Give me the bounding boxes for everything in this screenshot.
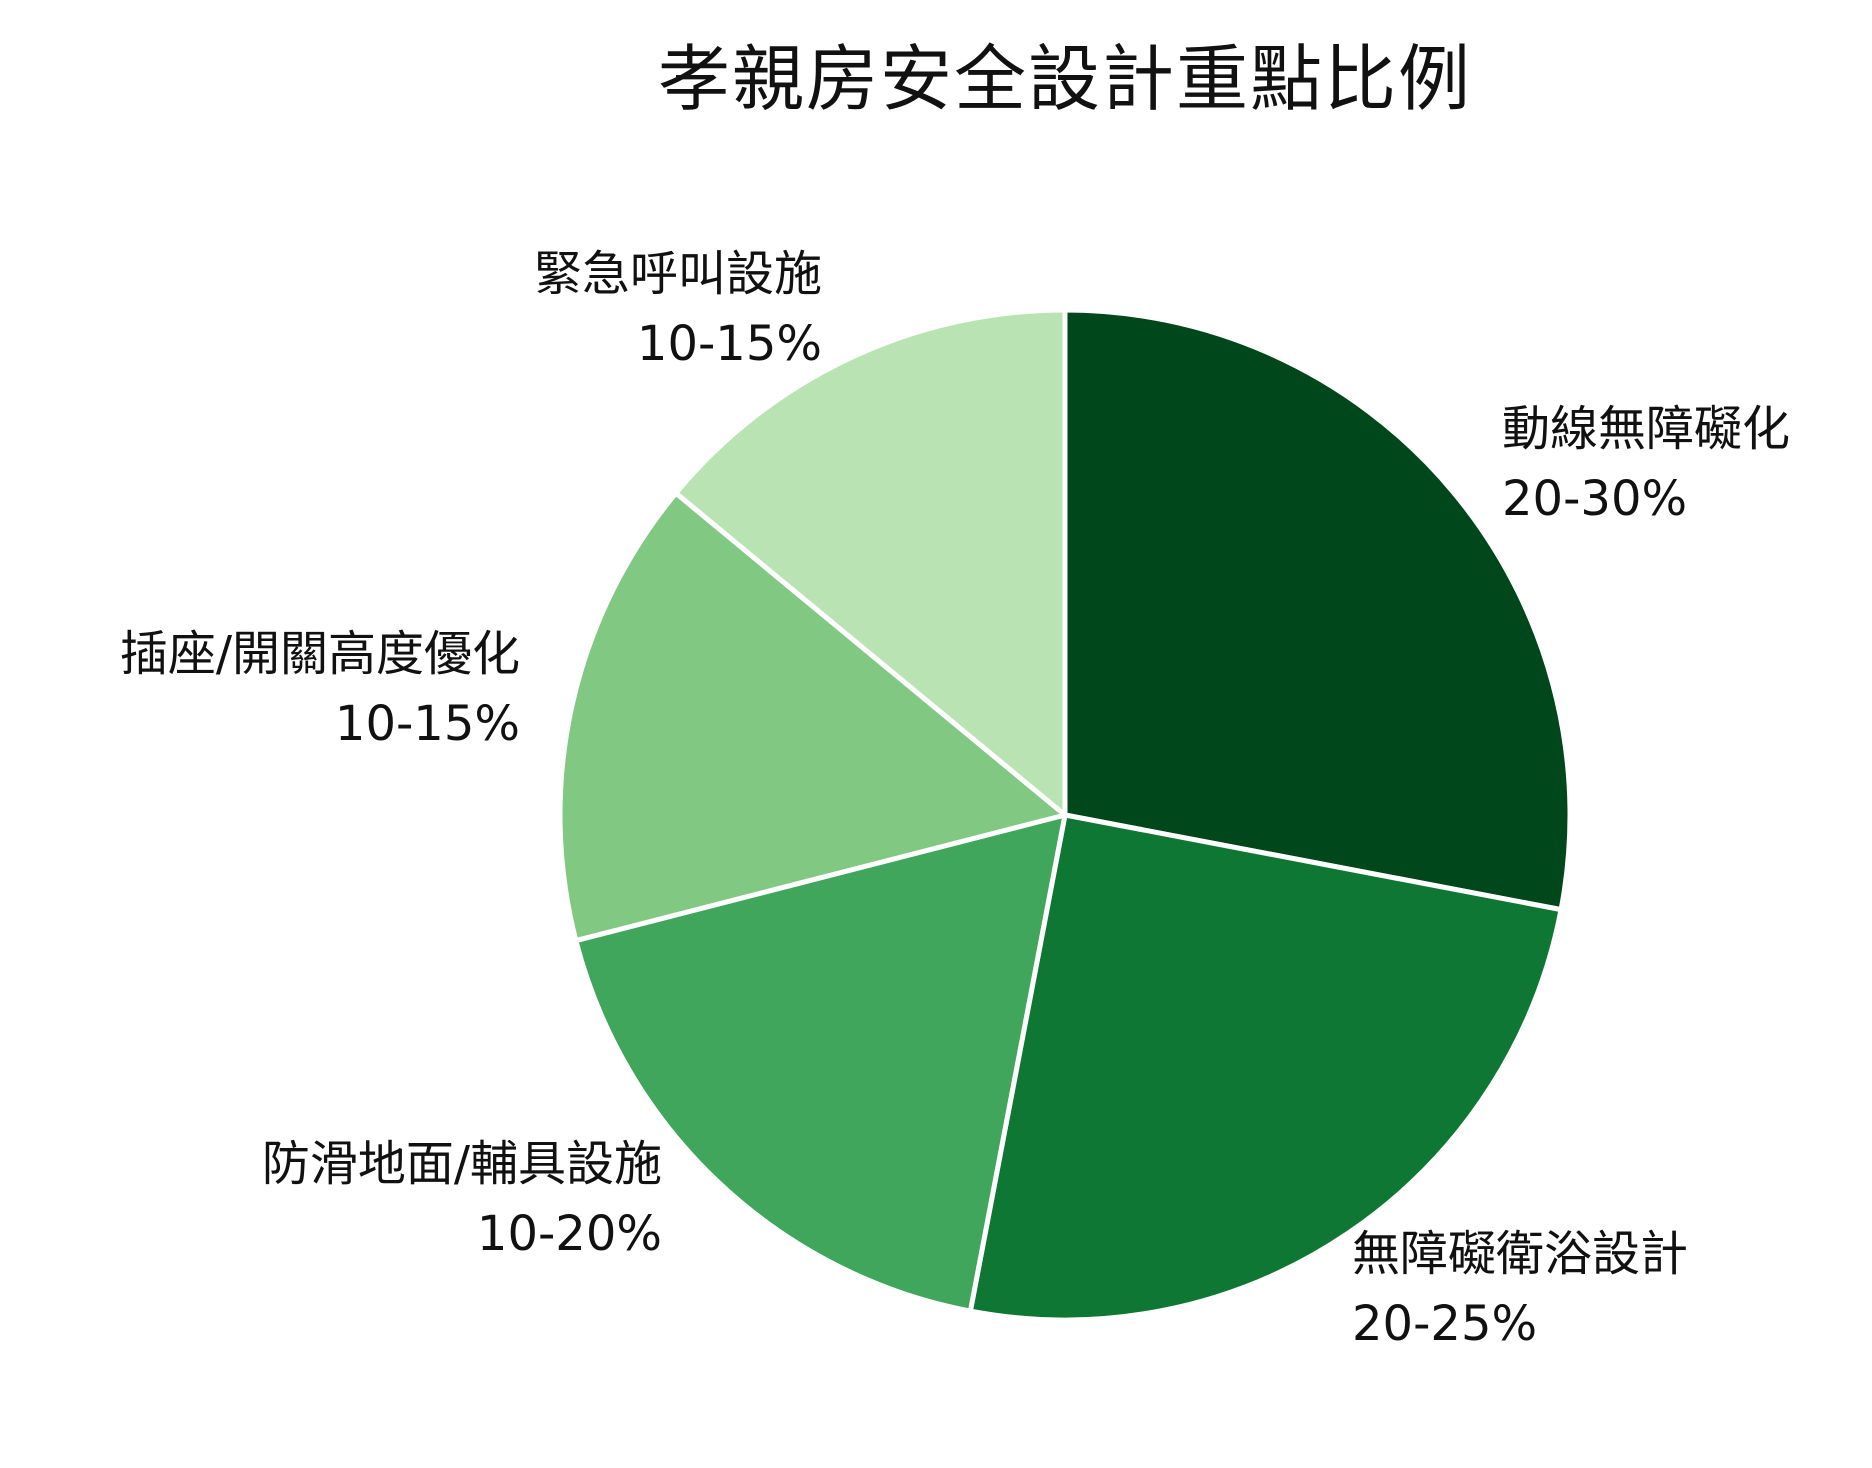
slice-label-range-4: 10-15% (335, 696, 520, 752)
slice-label-range-2: 20-25% (1352, 1296, 1537, 1352)
pie-slices (557, 307, 1573, 1323)
slice-label-name-4: 插座/開關高度優化 (120, 626, 520, 682)
slice-label-name-2: 無障礙衛浴設計 (1352, 1226, 1688, 1282)
chart-title: 孝親房安全設計重點比例 (657, 37, 1472, 121)
pie-slice-5 (673, 307, 1068, 818)
pie-slice-4 (557, 490, 1068, 944)
slice-label-name-3: 防滑地面/輔具設施 (262, 1136, 662, 1192)
pie-slice-3 (573, 812, 1068, 1314)
slice-label-range-3: 10-20% (477, 1206, 662, 1262)
pie-slice-1 (1062, 307, 1573, 913)
slice-label-range-1: 20-30% (1502, 471, 1687, 527)
slice-label-range-5: 10-15% (637, 316, 822, 372)
slice-label-name-1: 動線無障礙化 (1502, 401, 1790, 457)
pie-labels: 動線無障礙化 20-30% 無障礙衛浴設計 20-25% 防滑地面/輔具設施 10-20%… (120, 246, 1790, 1352)
slice-label-name-5: 緊急呼叫設施 (534, 246, 822, 302)
pie-slice-2 (967, 812, 1564, 1323)
